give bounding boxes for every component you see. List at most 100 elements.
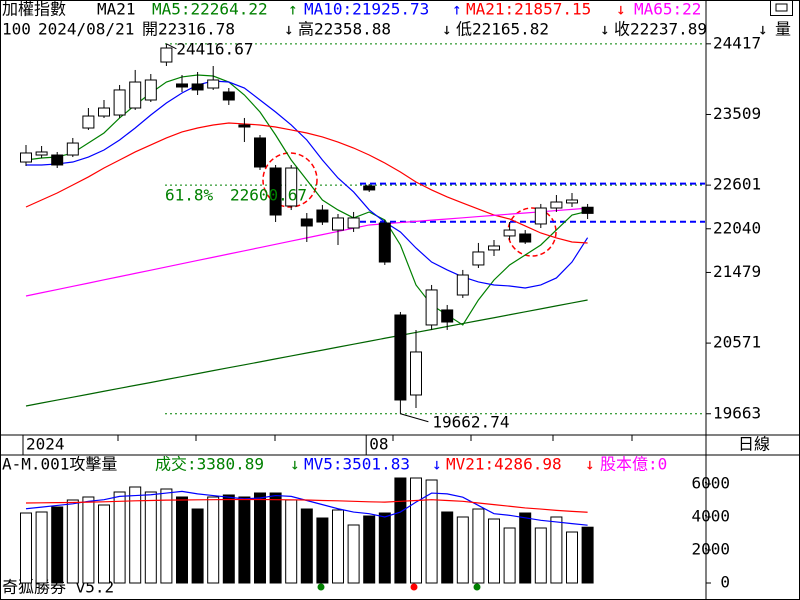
volume-ma-line: [25, 498, 588, 513]
volume-bar: [238, 496, 251, 584]
volume-bar: [394, 477, 407, 584]
fib-value: 22600.67: [230, 186, 307, 205]
volume-bar: [222, 494, 235, 584]
candle-body: [581, 206, 594, 214]
volume-bar: [363, 515, 376, 584]
quote-info: ↓: [758, 20, 768, 39]
quote-info: 低22165.82: [456, 20, 549, 39]
annotation-leader: [400, 413, 429, 423]
candle-body: [378, 222, 391, 263]
candle-body: [222, 91, 235, 101]
candle-body: [347, 217, 360, 229]
candle-body: [144, 79, 157, 101]
candle-body: [191, 83, 204, 91]
y-tick-label: 22040: [713, 218, 761, 237]
volume-bar: [129, 486, 142, 584]
volume-bar: [332, 509, 344, 584]
volume-bar: [300, 508, 313, 584]
volume-bar: [456, 516, 469, 584]
quote-info: ↓: [600, 20, 610, 39]
candle-body: [300, 218, 313, 227]
candle-body: [285, 167, 298, 207]
candle-body: [566, 199, 578, 204]
candle-body: [35, 151, 48, 156]
trend-arrow: ↓: [290, 455, 300, 474]
candle-body: [176, 83, 188, 88]
candle-body: [98, 107, 110, 117]
candle-body: [20, 152, 32, 163]
volume-bar: [425, 479, 438, 584]
y-tick-label: 21479: [713, 262, 761, 281]
annotation-leader: [166, 43, 177, 50]
volume-bar: [254, 492, 266, 584]
candle-body: [456, 274, 469, 296]
trend-arrow: ↓: [616, 0, 626, 19]
volume-bar: [581, 526, 594, 584]
x-tick-label: 2024: [26, 435, 65, 454]
candle-body: [129, 81, 142, 109]
legend-entry: MA5:22264.22: [152, 0, 268, 19]
y-tick-label: 23509: [713, 104, 761, 123]
legend-entry: MV5:3501.83: [304, 455, 410, 474]
y-tick-label: 4000: [691, 506, 730, 525]
quote-info: 2024/08/21: [38, 20, 134, 39]
low-label: 19662.74: [432, 412, 509, 431]
quote-info: ↓: [442, 20, 452, 39]
trend-arrow: ↑: [452, 0, 462, 19]
volume-bar: [472, 508, 485, 584]
candle-body: [410, 351, 422, 396]
volume-bar: [378, 512, 391, 584]
trend-arrow: ↓: [432, 455, 442, 474]
period-label[interactable]: 日線: [738, 435, 770, 454]
legend-entry: MA65:22: [634, 0, 701, 19]
volume-bar: [410, 477, 422, 584]
candle-body: [363, 185, 376, 191]
fib-ratio: 61.8%: [165, 186, 214, 205]
quote-info: 100: [2, 20, 31, 39]
candle-body: [254, 137, 266, 168]
volume-bar: [441, 511, 454, 584]
candle-body: [113, 89, 126, 116]
volume-bar: [550, 516, 563, 584]
trend-arrow: ↓: [585, 455, 595, 474]
volume-bar: [113, 491, 126, 584]
candle-body: [519, 233, 532, 243]
highlight-circle: [262, 152, 318, 208]
volume-bar: [566, 531, 578, 584]
candle-body: [269, 167, 282, 216]
capital-info: 股本億:0: [600, 455, 667, 474]
volume-bar: [20, 512, 32, 584]
candle-body: [316, 209, 329, 223]
y-tick-label: 2000: [691, 539, 730, 558]
volume-bar: [534, 527, 547, 584]
window-icon: [775, 3, 788, 12]
chart-title: 加權指數: [2, 0, 66, 19]
volume-bar: [66, 499, 79, 584]
volume-bar: [503, 527, 516, 584]
candle-body: [51, 154, 64, 166]
date-ticks: [117, 435, 633, 441]
high-label: 24416.67: [176, 39, 253, 58]
y-tick-label: 19663: [713, 403, 761, 422]
trend-arrow: ↑: [288, 0, 298, 19]
candle-body: [488, 245, 500, 251]
window-button[interactable]: [770, 0, 793, 16]
volume-bar: [347, 524, 360, 584]
candle-body: [332, 217, 344, 231]
ma-line: [26, 80, 589, 289]
y-tick-label: 24417: [713, 33, 761, 52]
y-tick-label: 20571: [713, 333, 761, 352]
volume-bar: [98, 504, 110, 584]
volume-bar: [207, 496, 220, 584]
volume-bar: [488, 518, 500, 584]
ma-line: [25, 299, 588, 407]
candle-body: [66, 142, 79, 156]
candle-body: [472, 251, 485, 266]
candle-body: [394, 314, 407, 401]
volume-bar: [285, 499, 298, 584]
legend-entry: MV21:4286.98: [446, 455, 562, 474]
quote-info: 開22316.78: [142, 20, 235, 39]
candle-body: [534, 207, 547, 225]
quote-info: 收22237.89: [614, 20, 707, 39]
